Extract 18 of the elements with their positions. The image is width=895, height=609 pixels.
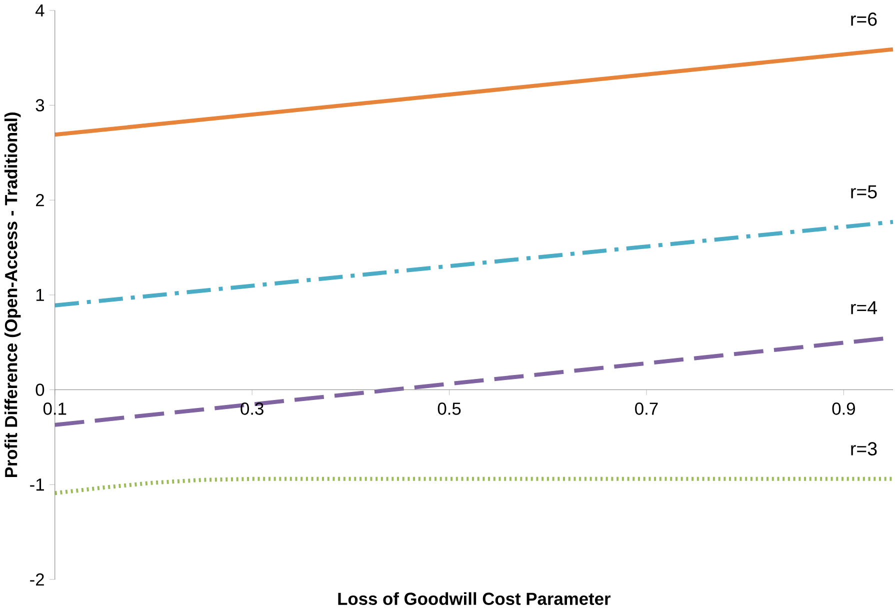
series-label: r=5 (851, 185, 877, 198)
y-tick-label: 1 (36, 288, 44, 301)
y-tick-label: 0 (36, 383, 44, 396)
series-label: r=6 (851, 12, 877, 26)
y-tick-label: 4 (36, 4, 44, 16)
y-tick-label: -2 (30, 573, 44, 586)
y-tick-label: -1 (30, 478, 44, 490)
series-label: r=3 (851, 442, 877, 456)
x-tick-label: 0.7 (635, 402, 658, 415)
y-tick-label: 2 (36, 194, 44, 206)
y-axis-title: Profit Difference (Open-Access - Traditional) (4, 112, 21, 477)
x-tick-label: 0.9 (832, 402, 855, 415)
x-axis-title: Loss of Goodwill Cost Parameter (338, 592, 611, 605)
y-tick-label: 3 (36, 98, 44, 112)
x-tick-label: 0.5 (438, 402, 461, 415)
x-tick-label: 0.3 (240, 402, 264, 415)
series-label: r=4 (851, 301, 877, 314)
x-tick-label: 0.1 (43, 402, 66, 415)
